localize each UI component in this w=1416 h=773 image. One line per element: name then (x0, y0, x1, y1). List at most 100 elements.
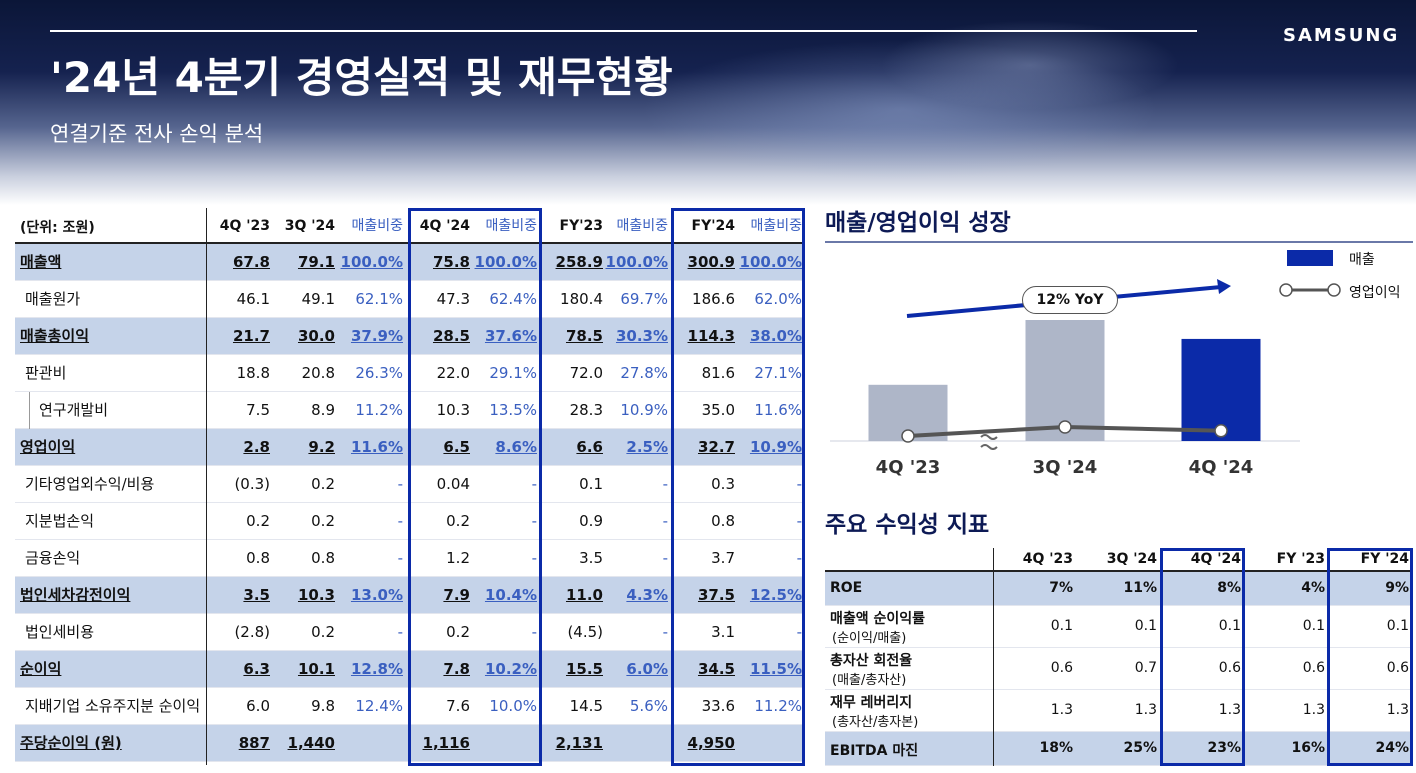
row-label: 매출액 (20, 253, 62, 271)
ratio-value: 11.5% (749, 660, 802, 678)
amount-value: 10.3 (297, 586, 335, 604)
ratio-value: 6.0% (626, 660, 668, 678)
highlight-box-fy24 (671, 208, 805, 766)
amount-value: 34.5 (697, 660, 735, 678)
row-label: 지분법손익 (25, 512, 95, 530)
ratio-value: 2.5% (626, 438, 668, 456)
ratio-value: 69.7% (620, 290, 668, 308)
amount-value: 47.3 (436, 290, 470, 308)
amount-value: 7.8 (443, 660, 470, 678)
header-banner: '24년 4분기 경영실적 및 재무현황 연결기준 전사 손익 분석 SAMSU… (0, 0, 1416, 205)
amount-value: 78.5 (565, 327, 603, 345)
ratio-value: 29.1% (489, 364, 537, 382)
column-header: FY '24 (1360, 551, 1409, 567)
page-subtitle: 연결기준 전사 손익 분석 (50, 122, 264, 146)
amount-value: 1,440 (287, 734, 335, 752)
x-tick-label: 4Q '24 (1188, 457, 1254, 478)
amount-value: 0.2 (446, 512, 470, 530)
ratio-value: 0.7 (1134, 660, 1157, 676)
row-label: 지배기업 소유주지분 순이익 (25, 697, 201, 715)
x-tick-label: 4Q '23 (875, 457, 941, 478)
amount-value: 72.0 (569, 364, 603, 382)
amount-value: 1,116 (422, 734, 470, 752)
ratio-value: 0.6 (1050, 660, 1073, 676)
amount-value: 75.8 (432, 253, 470, 271)
ratio-box-fy24 (1327, 548, 1413, 766)
ratio-value: 8% (1217, 580, 1241, 596)
ratio-value: 30.3% (615, 327, 668, 345)
row-label: 연구개발비 (39, 401, 109, 419)
row-label: 금융손익 (25, 549, 81, 567)
amount-value: 0.3 (711, 475, 735, 493)
amount-value: 20.8 (301, 364, 335, 382)
ratio-value (604, 725, 668, 762)
ratio-value: 1.3 (1386, 702, 1409, 718)
row-label: 법인세차감전이익 (20, 586, 131, 604)
ratio-value: 1.3 (1134, 702, 1157, 718)
ratio-value: 18% (1039, 740, 1073, 756)
ratio-value: 10.9% (620, 401, 668, 419)
axis-break-mark (980, 434, 998, 440)
header-rule (50, 30, 1197, 32)
row-label: 기타영업외수익/비용 (25, 475, 155, 493)
ratio-value: 1.3 (1302, 702, 1325, 718)
column-header: 3Q '24 (284, 218, 335, 234)
ratio-value: 10.9% (749, 438, 802, 456)
amount-value: 3.5 (579, 549, 603, 567)
ratio-value: 10.2% (484, 660, 537, 678)
row-label: 주당순이익 (원) (20, 734, 122, 752)
amount-value: 1.2 (446, 549, 470, 567)
column-header: FY'24 (691, 218, 735, 234)
ratio-value: - (397, 475, 403, 493)
ratio-value: 11.6% (350, 438, 403, 456)
ratio-value: 13.5% (489, 401, 537, 419)
amount-value: 8.9 (311, 401, 335, 419)
amount-value: 46.1 (236, 290, 270, 308)
ratio-value: 11.2% (355, 401, 403, 419)
ratio-value: 5.6% (629, 697, 668, 715)
ratio-value: - (796, 512, 802, 530)
amount-value: 33.6 (701, 697, 735, 715)
amount-value: 9.2 (308, 438, 335, 456)
amount-value: 3.1 (711, 623, 735, 641)
yoy-annotation: 12% YoY (1022, 286, 1118, 314)
ratio-value: 25% (1123, 740, 1157, 756)
ratio-row: EBITDA 마진 18% 25% 23% 16% 24% (825, 732, 1413, 766)
ratio-sublabel: (총자산/총자본) (832, 715, 919, 730)
legend-bar-swatch (1287, 250, 1333, 266)
ratio-value: - (662, 623, 668, 641)
amount-value: 35.0 (701, 401, 735, 419)
legend-line-marker (1279, 283, 1341, 297)
revenue-bar (1181, 338, 1261, 441)
ratio-value: 0.1 (1134, 618, 1157, 634)
amount-value: 2.8 (243, 438, 270, 456)
amount-value: 4,950 (687, 734, 735, 752)
ratio-value: 1.3 (1050, 702, 1073, 718)
amount-value: 7.6 (446, 697, 470, 715)
amount-value: 67.8 (232, 253, 270, 271)
growth-section-title: 매출/영업이익 성장 (825, 210, 1011, 236)
amount-value: 14.5 (569, 697, 603, 715)
ratio-value: 9% (1385, 580, 1409, 596)
row-label: 매출원가 (25, 290, 81, 308)
samsung-logo: SAMSUNG (1283, 25, 1400, 46)
ratio-value: 0.1 (1050, 618, 1073, 634)
column-header: 매출비중 (351, 218, 403, 234)
amount-value: 15.5 (565, 660, 603, 678)
ratio-value: 13.0% (350, 586, 403, 604)
amount-value: 32.7 (697, 438, 735, 456)
ratio-value: 100.0% (605, 253, 668, 271)
amount-value: 3.7 (711, 549, 735, 567)
operating-profit-marker (901, 429, 915, 443)
ratio-header-row: 4Q '23 3Q '24 4Q '24 FY '23 FY '24 (825, 548, 1413, 572)
ratio-row: 총자산 회전율 (매출/총자산) 0.6 0.7 0.6 0.6 0.6 (825, 648, 1413, 690)
ratio-value: 37.9% (350, 327, 403, 345)
ratio-value: 1.3 (1218, 702, 1241, 718)
amount-value: 6.6 (576, 438, 603, 456)
ratio-value: 8.6% (495, 438, 537, 456)
amount-value: 28.3 (569, 401, 603, 419)
table-row: 금융손익 0.8 0.8 - 1.2 - 3.5 - 3.7 - (15, 540, 805, 577)
amount-value: (0.3) (234, 475, 270, 493)
amount-value: 10.1 (297, 660, 335, 678)
ratio-label: EBITDA 마진 (830, 743, 919, 759)
